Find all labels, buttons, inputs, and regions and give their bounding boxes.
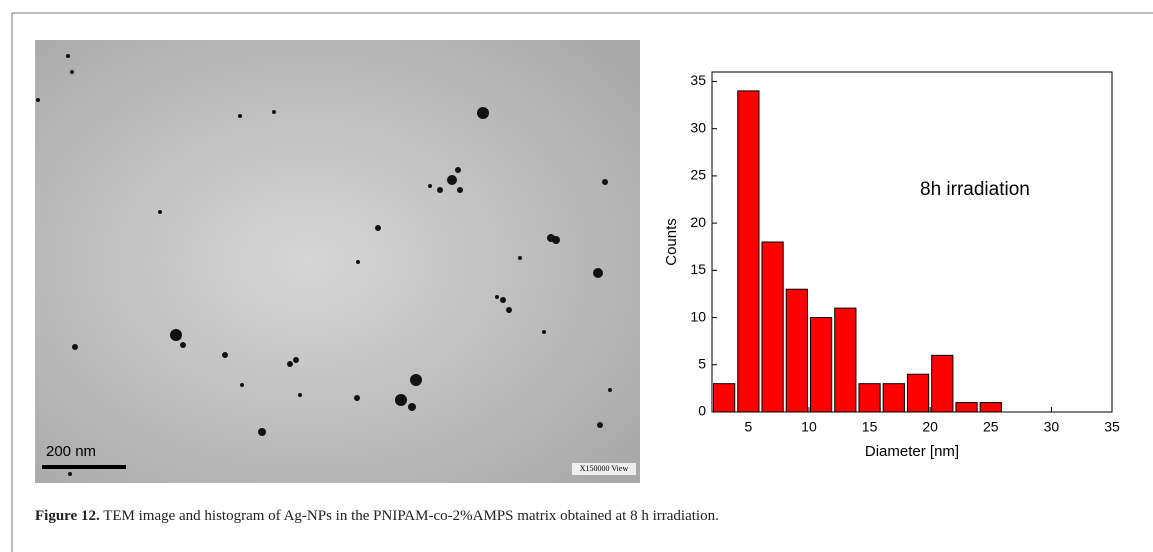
stamp-box [572, 463, 636, 475]
figure-label: Figure 12. [35, 508, 100, 524]
x-axis-label: Diameter [nm] [865, 443, 959, 460]
scale-bar-label: 200 nm [46, 443, 96, 460]
particle [602, 179, 608, 185]
caption: Figure 12. TEM image and histogram of Ag… [35, 508, 719, 525]
bar [882, 383, 905, 413]
x-tick-label: 30 [1044, 419, 1060, 435]
particle [240, 383, 244, 387]
particle [608, 388, 612, 392]
particle [180, 342, 186, 348]
particle [408, 403, 416, 411]
particle [238, 114, 242, 118]
particle [66, 54, 70, 58]
y-axis-label: Counts [663, 218, 680, 266]
particle [272, 110, 276, 114]
bar [906, 373, 930, 413]
particle [477, 107, 489, 119]
particles [36, 54, 612, 476]
bar [737, 90, 760, 413]
x-tick-label: 25 [983, 419, 999, 435]
particle [410, 374, 422, 386]
particle [428, 184, 432, 188]
annotation: 8h irradiation [920, 179, 1030, 200]
stamp: X150000 View [580, 464, 629, 473]
particle [298, 393, 302, 397]
particle [395, 394, 407, 406]
bar [858, 383, 881, 413]
bar [761, 241, 784, 413]
x-tick-label: 15 [862, 419, 878, 435]
particle [258, 428, 266, 436]
particle [68, 472, 72, 476]
y-tick-label: 30 [690, 119, 706, 135]
particle [158, 210, 162, 214]
particle [354, 395, 360, 401]
particle [455, 167, 461, 173]
scale-bar [42, 465, 126, 469]
particle [356, 260, 360, 264]
particle [518, 256, 522, 260]
particle [222, 352, 228, 358]
particle [552, 236, 560, 244]
particle [447, 175, 457, 185]
particle [36, 98, 40, 102]
particle [170, 329, 182, 341]
particle [495, 295, 499, 299]
y-tick-label: 15 [690, 261, 706, 277]
x-tick-label: 10 [801, 419, 817, 435]
caption-text: TEM image and histogram of Ag-NPs in the… [103, 508, 719, 524]
x-tick-label: 5 [744, 419, 752, 435]
particle [500, 297, 506, 303]
y-tick-label: 10 [690, 308, 706, 324]
particle [597, 422, 603, 428]
particle [593, 268, 603, 278]
x-tick-label: 35 [1104, 419, 1120, 435]
y-tick-label: 25 [690, 167, 706, 183]
bar [955, 402, 978, 413]
particle [437, 187, 443, 193]
particle [542, 330, 546, 334]
y-tick-label: 5 [698, 355, 706, 371]
particle [70, 70, 74, 74]
y-tick-label: 20 [690, 214, 706, 230]
bar [713, 383, 736, 413]
bar [809, 317, 833, 413]
particle [375, 225, 381, 231]
x-tick-label: 20 [922, 419, 938, 435]
particle [293, 357, 299, 363]
y-tick-label: 0 [698, 403, 706, 419]
bar [785, 288, 808, 413]
particle [287, 361, 293, 367]
particle [72, 344, 78, 350]
bar [979, 402, 1002, 413]
bar [931, 354, 954, 413]
particle [506, 307, 512, 313]
bar [834, 307, 857, 413]
particle [457, 187, 463, 193]
y-tick-label: 35 [690, 72, 706, 88]
tem-image [35, 40, 640, 483]
